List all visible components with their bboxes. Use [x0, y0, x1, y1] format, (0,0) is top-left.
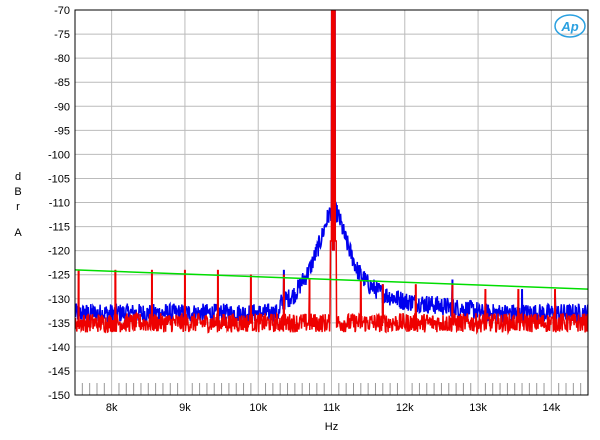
y-tick-label: -115 — [49, 222, 70, 234]
x-tick-label: 12k — [396, 402, 414, 414]
y-tick-label: -120 — [48, 246, 70, 258]
y-axis-label-char: A — [14, 227, 22, 239]
y-tick-label: -105 — [48, 173, 70, 185]
x-tick-label: 8k — [106, 402, 118, 414]
series-line-limit — [75, 269, 588, 290]
logo-text: Ap — [560, 19, 578, 34]
y-tick-label: -140 — [48, 342, 70, 354]
y-tick-label: -150 — [48, 390, 70, 402]
series-line-red — [75, 10, 588, 336]
x-tick-label: 9k — [179, 402, 191, 414]
y-axis-label-char: d — [15, 171, 21, 183]
y-tick-label: -130 — [48, 294, 70, 306]
x-tick-label: 14k — [542, 402, 560, 414]
x-axis-ticks: 8k 9k 10k 11k 12k 13k 14k — [106, 402, 561, 414]
y-tick-label: -110 — [49, 198, 70, 210]
y-tick-label: -95 — [54, 125, 70, 137]
y-tick-label: -85 — [54, 77, 70, 89]
y-tick-label: -90 — [54, 101, 70, 113]
y-axis-label: dBr A — [14, 171, 22, 239]
y-tick-label: -70 — [54, 5, 70, 17]
y-tick-label: -100 — [48, 149, 70, 161]
y-axis-label-char: B — [14, 186, 21, 198]
x-tick-label: 10k — [249, 402, 267, 414]
x-tick-label: 13k — [469, 402, 487, 414]
y-tick-label: -75 — [54, 29, 70, 41]
x-axis-label: Hz — [325, 421, 338, 433]
y-tick-label: -135 — [48, 318, 70, 330]
y-tick-label: -145 — [48, 366, 70, 378]
y-tick-label: -80 — [54, 53, 70, 65]
series-layer — [75, 10, 588, 336]
y-axis-label-char: r — [16, 201, 20, 213]
x-tick-label: 11k — [323, 402, 340, 414]
plot-frame — [74, 9, 589, 396]
audio-precision-logo-icon: Ap — [554, 14, 586, 38]
y-tick-label: -125 — [48, 270, 70, 282]
y-axis-ticks: -70 -75 -80 -85 -90 -95 -100 -105 -110 -115 -120 -1… — [48, 5, 70, 402]
